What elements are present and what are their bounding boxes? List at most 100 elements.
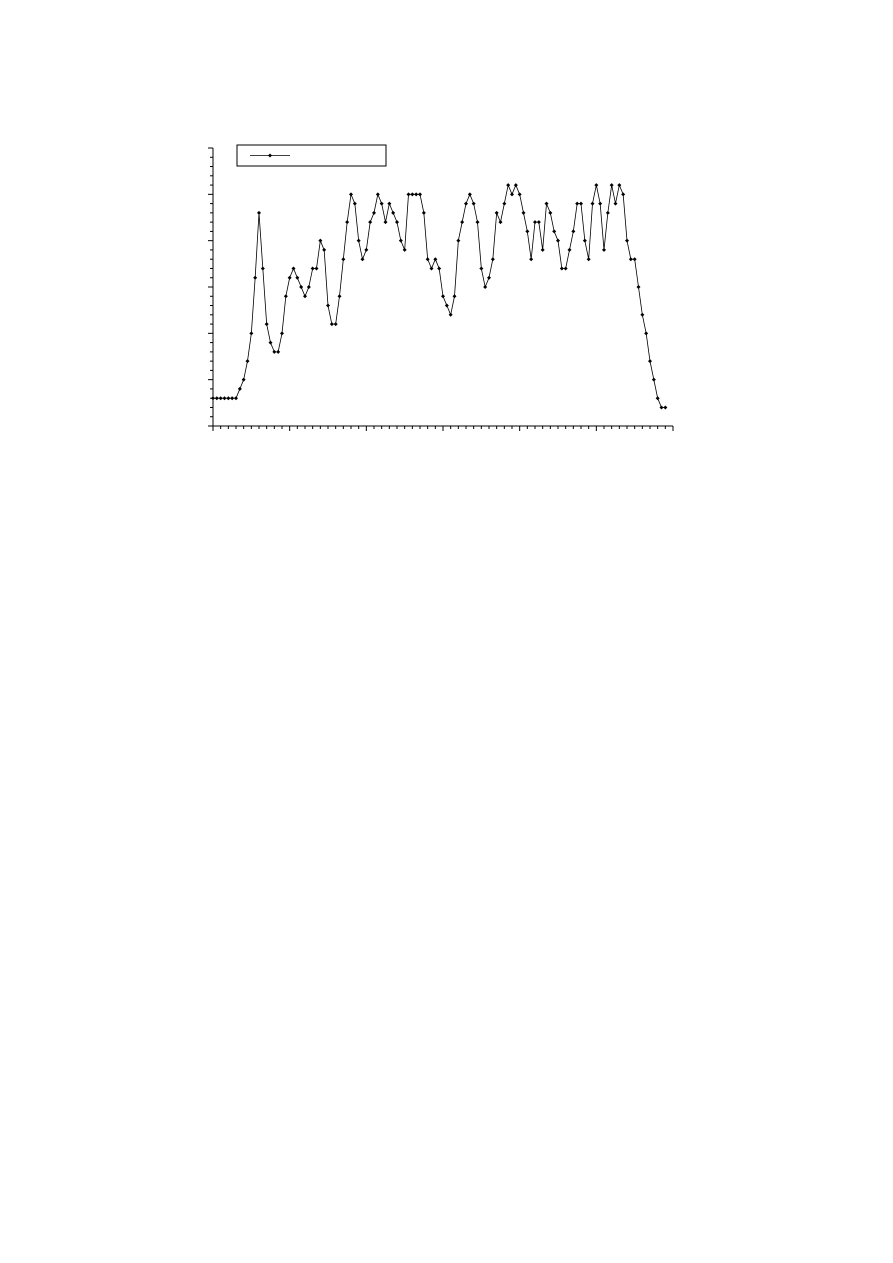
data-point (349, 192, 353, 197)
data-point (326, 303, 330, 308)
data-point (483, 285, 488, 289)
legend-marker (268, 153, 272, 158)
data-point (556, 238, 560, 243)
data-point (260, 266, 265, 271)
data-point (567, 247, 572, 252)
data-point (318, 238, 323, 243)
data-point (559, 266, 564, 271)
legend-box (236, 144, 387, 167)
data-point (655, 396, 660, 401)
data-point (552, 229, 557, 234)
data-point (586, 257, 591, 262)
data-point (513, 183, 518, 188)
data-point (283, 294, 288, 299)
data-point (598, 201, 603, 206)
data-point (663, 405, 668, 410)
data-point (651, 377, 656, 382)
data-point (510, 192, 514, 197)
data-point (456, 238, 461, 243)
data-point (329, 322, 334, 327)
data-point (571, 229, 576, 234)
data-point (605, 210, 610, 215)
data-point (421, 210, 426, 215)
data-point (490, 257, 495, 262)
data-point (448, 312, 453, 317)
data-point (498, 220, 503, 225)
data-point (644, 331, 649, 336)
data-point (648, 359, 652, 364)
data-point (356, 238, 361, 243)
data-point (276, 349, 281, 354)
data-point (441, 294, 445, 299)
data-point (467, 192, 472, 197)
data-point (299, 285, 304, 289)
data-point (548, 210, 553, 215)
data-point (521, 210, 526, 215)
data-point (272, 349, 277, 354)
data-point (544, 201, 549, 206)
data-point (241, 377, 246, 382)
data-point (506, 183, 511, 188)
data-point (617, 183, 622, 188)
data-point (383, 220, 388, 225)
data-point (563, 266, 568, 271)
data-point (310, 266, 315, 271)
data-point (337, 294, 342, 299)
data-point (502, 201, 507, 206)
data-point (264, 322, 269, 327)
data-point (280, 331, 284, 336)
data-point (452, 294, 457, 299)
data-point (479, 266, 484, 271)
data-point (414, 192, 419, 197)
data-point (575, 201, 580, 206)
data-point (364, 247, 369, 252)
data-point (211, 396, 215, 401)
data-point (245, 359, 250, 364)
data-point (257, 210, 261, 215)
data-point (640, 312, 645, 317)
data-point (437, 266, 442, 271)
data-point (230, 396, 235, 401)
data-point (517, 192, 522, 197)
data-point (234, 396, 238, 401)
series-line (213, 183, 666, 408)
data-point (387, 201, 392, 206)
data-point (237, 386, 242, 391)
data-point (429, 266, 434, 271)
data-point (590, 201, 595, 206)
data-point (460, 220, 465, 225)
data-point (613, 201, 618, 206)
data-point (475, 220, 480, 225)
data-point (214, 396, 219, 401)
data-point (268, 340, 273, 345)
data-point (375, 192, 380, 197)
data-point (306, 285, 311, 289)
data-point (525, 229, 530, 234)
data-point (609, 183, 614, 188)
data-point (536, 220, 541, 225)
data-point (222, 396, 227, 401)
data-point (379, 201, 384, 206)
data-point (433, 257, 438, 262)
data-point (406, 192, 411, 197)
data-point (226, 396, 231, 401)
data-point (628, 257, 633, 262)
data-point (303, 294, 307, 299)
data-point (314, 266, 319, 271)
data-point (287, 275, 292, 280)
data-point (594, 183, 599, 188)
data-point (410, 192, 415, 197)
data-point (636, 285, 641, 289)
data-point (487, 275, 491, 280)
data-point (529, 257, 534, 262)
data-point (402, 247, 407, 252)
data-point (360, 257, 365, 262)
data-point (253, 275, 258, 280)
data-point (659, 405, 664, 410)
data-point (602, 247, 606, 252)
data-point (464, 201, 468, 206)
data-point (625, 238, 629, 243)
data-point (540, 247, 545, 252)
data-point (471, 201, 476, 206)
